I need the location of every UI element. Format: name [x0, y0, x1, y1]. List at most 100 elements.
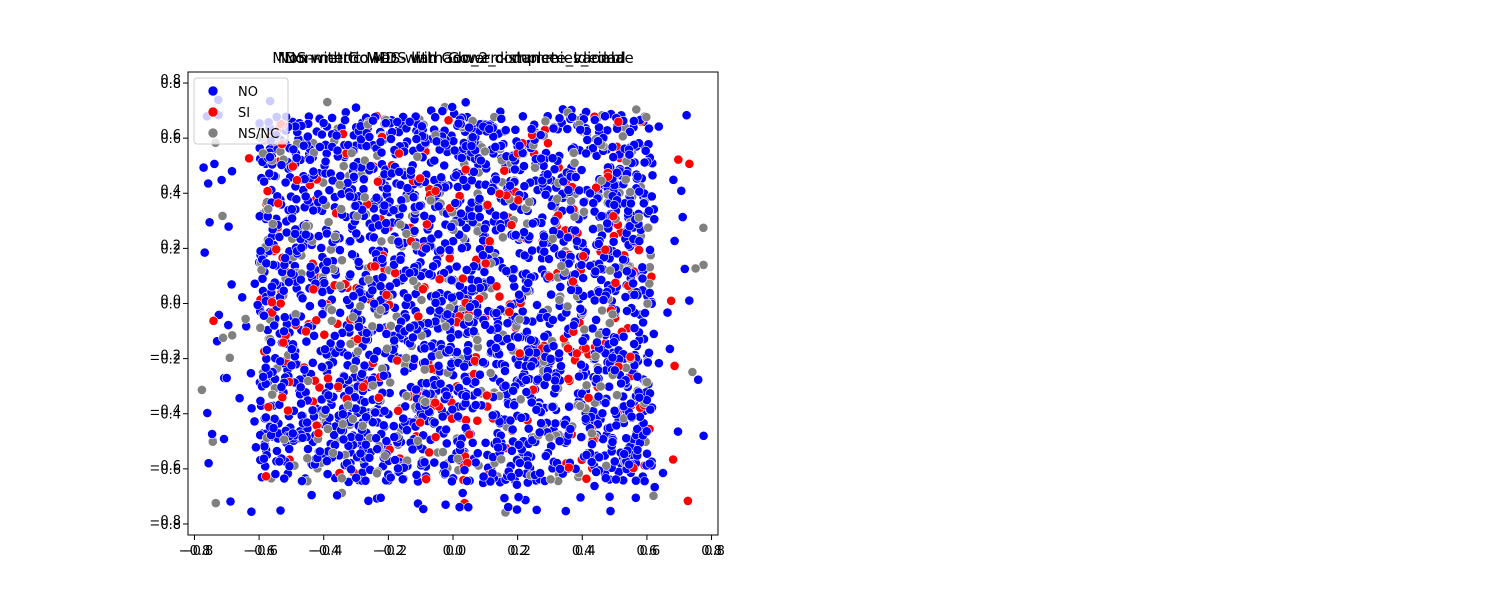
data-point-no — [371, 433, 381, 444]
data-point-no — [348, 291, 359, 301]
data-point-no — [546, 289, 556, 300]
data-point-no — [439, 138, 450, 149]
data-point-no — [632, 171, 643, 182]
data-point-no — [382, 183, 393, 194]
data-point-no — [600, 473, 611, 483]
data-point-no — [638, 198, 649, 209]
data-point-no — [444, 244, 455, 255]
data-point-no — [274, 232, 285, 242]
data-point-ns-nc — [372, 468, 382, 479]
data-point-no — [335, 338, 346, 349]
data-point-no — [367, 417, 378, 428]
data-point-no — [225, 496, 236, 507]
data-point-si — [669, 360, 680, 371]
data-point-no — [451, 170, 462, 181]
data-point-no — [286, 204, 297, 215]
data-point-no — [600, 111, 610, 122]
data-point-no — [457, 488, 468, 498]
data-point-si — [273, 198, 284, 209]
data-point-no — [523, 423, 534, 434]
data-point-no — [404, 322, 415, 333]
data-point-si — [472, 415, 483, 426]
data-point-no — [431, 136, 442, 147]
data-point-ns-nc — [552, 193, 563, 204]
data-point-no — [582, 134, 593, 145]
data-point-no — [527, 245, 537, 256]
data-point-ns-nc — [566, 196, 576, 206]
data-point-no — [513, 332, 523, 343]
data-point-ns-nc — [596, 175, 607, 186]
x-tick-label: 0.2 — [507, 544, 528, 559]
data-point-no — [265, 152, 275, 163]
data-point-no — [479, 223, 490, 234]
data-point-no — [588, 224, 598, 234]
data-point-ns-nc — [323, 217, 334, 227]
data-point-no — [605, 506, 616, 516]
data-point-no — [309, 330, 319, 341]
data-point-ns-nc — [556, 261, 567, 271]
data-point-si — [430, 186, 441, 196]
data-point-no — [593, 136, 603, 147]
data-point-no — [644, 347, 654, 358]
data-point-no — [246, 506, 257, 517]
data-point-no — [367, 285, 378, 296]
data-point-no — [550, 418, 561, 429]
data-point-no — [288, 144, 299, 155]
data-point-no — [255, 395, 266, 406]
data-point-no — [516, 412, 527, 423]
data-point-no — [393, 236, 404, 247]
data-point-si — [390, 268, 401, 278]
data-point-no — [259, 441, 270, 452]
data-point-ns-nc — [301, 221, 311, 232]
data-point-ns-nc — [376, 236, 387, 247]
data-point-no — [622, 306, 632, 316]
data-point-ns-nc — [581, 380, 592, 391]
data-point-no — [460, 391, 471, 402]
data-point-no — [269, 320, 280, 331]
data-point-ns-nc — [617, 131, 628, 142]
data-point-no — [580, 413, 591, 424]
data-point-si — [460, 164, 471, 175]
data-point-no — [679, 263, 690, 274]
y-tick-label: −0.8 — [149, 514, 181, 529]
data-point-no — [364, 452, 375, 463]
data-point-no — [329, 330, 340, 341]
data-point-no — [407, 444, 418, 455]
data-point-no — [451, 261, 462, 272]
data-point-no — [439, 160, 450, 171]
data-point-no — [400, 401, 411, 412]
x-tick-label: 0.0 — [446, 544, 467, 559]
data-point-no — [546, 200, 557, 211]
data-point-ns-nc — [357, 420, 368, 431]
data-point-no — [555, 463, 565, 474]
data-point-no — [407, 332, 418, 343]
data-point-no — [521, 387, 532, 397]
data-point-si — [543, 138, 553, 149]
data-point-no — [259, 176, 269, 187]
data-point-no — [375, 281, 386, 292]
data-point-no — [607, 437, 618, 447]
data-point-ns-nc — [322, 97, 333, 107]
data-point-ns-nc — [395, 219, 406, 230]
data-point-no — [461, 376, 472, 386]
data-point-no — [490, 342, 501, 353]
data-point-no — [456, 208, 466, 219]
data-point-no — [698, 430, 709, 441]
data-point-no — [392, 117, 403, 127]
data-point-ns-nc — [334, 179, 345, 190]
data-point-no — [564, 401, 574, 412]
data-point-no — [531, 504, 542, 515]
data-point-no — [261, 258, 272, 269]
legend-marker — [207, 127, 219, 139]
data-point-ns-nc — [385, 320, 396, 331]
data-point-ns-nc — [343, 400, 353, 411]
legend-marker — [207, 106, 219, 118]
data-point-si — [358, 382, 368, 392]
data-point-no — [486, 186, 497, 196]
data-point-no — [274, 456, 285, 467]
data-point-no — [532, 374, 543, 385]
data-point-no — [216, 175, 227, 185]
data-point-no — [492, 333, 503, 343]
data-point-no — [645, 244, 655, 255]
data-point-no — [622, 266, 632, 277]
